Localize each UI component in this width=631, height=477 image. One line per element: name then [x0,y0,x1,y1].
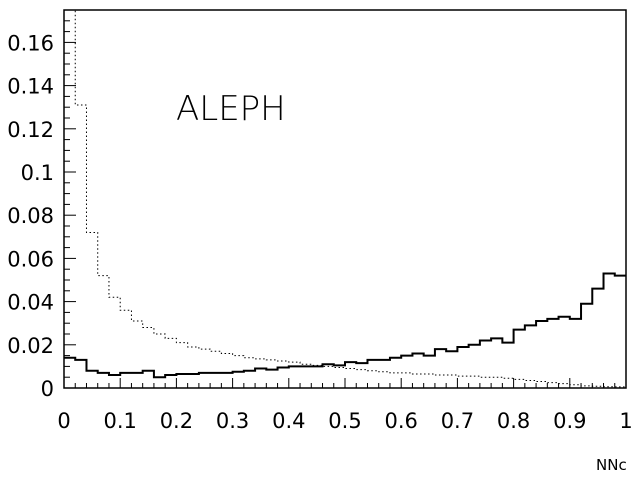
annotation-aleph: ALEPH [176,89,286,129]
y-tick-label: 0.12 [7,118,54,142]
x-axis-label: NNc [596,456,627,474]
y-tick-label: 0.04 [7,291,54,315]
y-tick-label: 0.1 [21,161,54,185]
x-tick-label: 0.1 [103,409,136,433]
y-tick-label: 0.14 [7,75,54,99]
x-tick-label: 0.6 [384,409,417,433]
x-tick-label: 0.8 [497,409,530,433]
x-tick-label: 0.2 [160,409,193,433]
x-tick-label: 0.3 [216,409,249,433]
plot-frame [63,9,627,389]
y-axis-ticks: 0 0.02 0.04 0.06 0.08 0.1 0.12 0.14 0.16 [7,9,76,401]
x-tick-label: 0.7 [441,409,474,433]
x-tick-label: 1 [619,409,631,433]
series-solid [64,272,626,379]
x-tick-label: 0.4 [272,409,305,433]
y-tick-label: 0.08 [7,204,54,228]
x-tick-label: 0.9 [553,409,586,433]
y-tick-label: 0.02 [7,334,54,358]
x-tick-label: 0.5 [328,409,361,433]
series-layer [64,9,626,388]
y-tick-label: 0.16 [7,31,54,55]
y-tick-label: 0 [41,377,54,401]
series-dotted [64,9,626,388]
x-axis-ticks: 0 0.1 0.2 0.3 0.4 0.5 0.6 0.7 0.8 0.9 1 [57,378,631,433]
y-tick-label: 0.06 [7,247,54,271]
x-tick-label: 0 [57,409,70,433]
